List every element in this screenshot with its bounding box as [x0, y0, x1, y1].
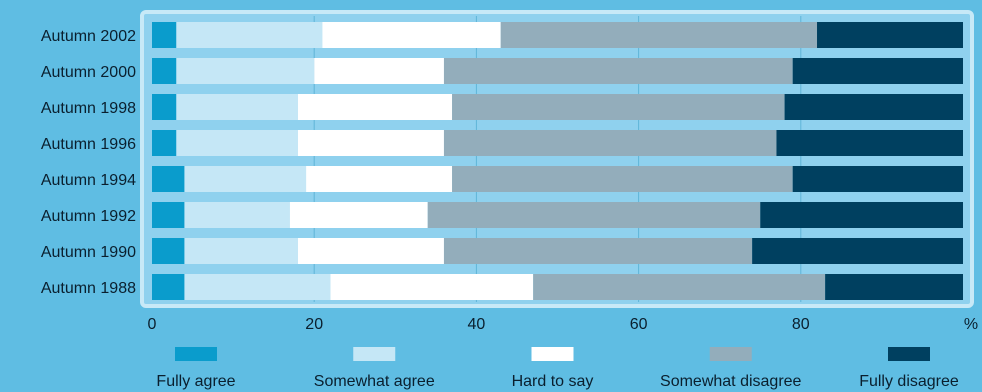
- legend-label: Hard to say: [512, 373, 594, 390]
- bar-segment: [825, 274, 963, 300]
- legend-swatch: [175, 347, 217, 361]
- category-label: Autumn 1988: [41, 280, 136, 297]
- bar-segment: [330, 274, 534, 300]
- category-label: Autumn 1996: [41, 136, 136, 153]
- bar-segment: [152, 94, 177, 120]
- bar-segment: [176, 58, 315, 84]
- bar-segment: [152, 238, 185, 264]
- category-label: Autumn 1998: [41, 100, 136, 117]
- bar-stack-group: [152, 22, 963, 300]
- bar-segment: [184, 238, 298, 264]
- bar-segment: [427, 202, 761, 228]
- bar-segment: [314, 58, 444, 84]
- bar-segment: [817, 22, 963, 48]
- bar-segment: [784, 94, 963, 120]
- legend-label: Somewhat disagree: [660, 373, 802, 390]
- bar-segment: [500, 22, 818, 48]
- x-tick-label: 60: [630, 316, 648, 333]
- bar-segment: [752, 238, 963, 264]
- legend-swatch: [353, 347, 396, 361]
- category-label: Autumn 1990: [41, 244, 136, 261]
- bar-segment: [176, 22, 323, 48]
- category-label: Autumn 2000: [41, 64, 136, 81]
- bar-segment: [176, 130, 298, 156]
- x-tick-label: 80: [792, 316, 810, 333]
- bar-segment: [184, 274, 331, 300]
- legend: Fully agree Somewhat agree Hard to say Some…: [156, 347, 959, 390]
- category-label: Autumn 1992: [41, 208, 136, 225]
- bar-segment: [176, 94, 298, 120]
- legend-label: Somewhat agree: [314, 373, 435, 390]
- legend-swatch: [709, 347, 752, 361]
- bar-segment: [776, 130, 963, 156]
- bar-segment: [152, 130, 177, 156]
- bar-segment: [184, 166, 307, 192]
- bar-segment: [152, 274, 185, 300]
- bar-segment: [443, 58, 793, 84]
- bar-segment: [184, 202, 290, 228]
- bar-segment: [443, 238, 753, 264]
- bar-segment: [152, 166, 185, 192]
- bar-segment: [152, 22, 177, 48]
- category-label: Autumn 2002: [41, 28, 136, 45]
- x-axis-ticks: 0 20 40 60 80: [148, 316, 810, 333]
- bar-segment: [792, 58, 963, 84]
- bar-segment: [452, 166, 793, 192]
- legend-swatch: [888, 347, 930, 361]
- x-tick-label: 40: [468, 316, 486, 333]
- x-tick-label: 0: [148, 316, 157, 333]
- bar-segment: [152, 202, 185, 228]
- category-label: Autumn 1994: [41, 172, 136, 189]
- legend-swatch: [531, 347, 574, 361]
- bar-segment: [452, 94, 785, 120]
- bar-segment: [322, 22, 501, 48]
- legend-label: Fully agree: [156, 373, 235, 390]
- plot-panel: [140, 10, 974, 308]
- bar-segment: [297, 238, 444, 264]
- legend-label: Fully disagree: [859, 373, 959, 390]
- bar-segment: [289, 202, 428, 228]
- bar-segment: [443, 130, 777, 156]
- category-labels: Autumn 2002 Autumn 2000 Autumn 1998 Autumn …: [41, 28, 136, 297]
- bar-segment: [533, 274, 826, 300]
- bar-segment: [297, 130, 444, 156]
- x-axis-unit: %: [964, 316, 978, 333]
- bar-segment: [297, 94, 453, 120]
- x-tick-label: 20: [305, 316, 323, 333]
- bar-segment: [306, 166, 453, 192]
- bar-segment: [152, 58, 177, 84]
- bar-segment: [760, 202, 963, 228]
- bar-segment: [792, 166, 963, 192]
